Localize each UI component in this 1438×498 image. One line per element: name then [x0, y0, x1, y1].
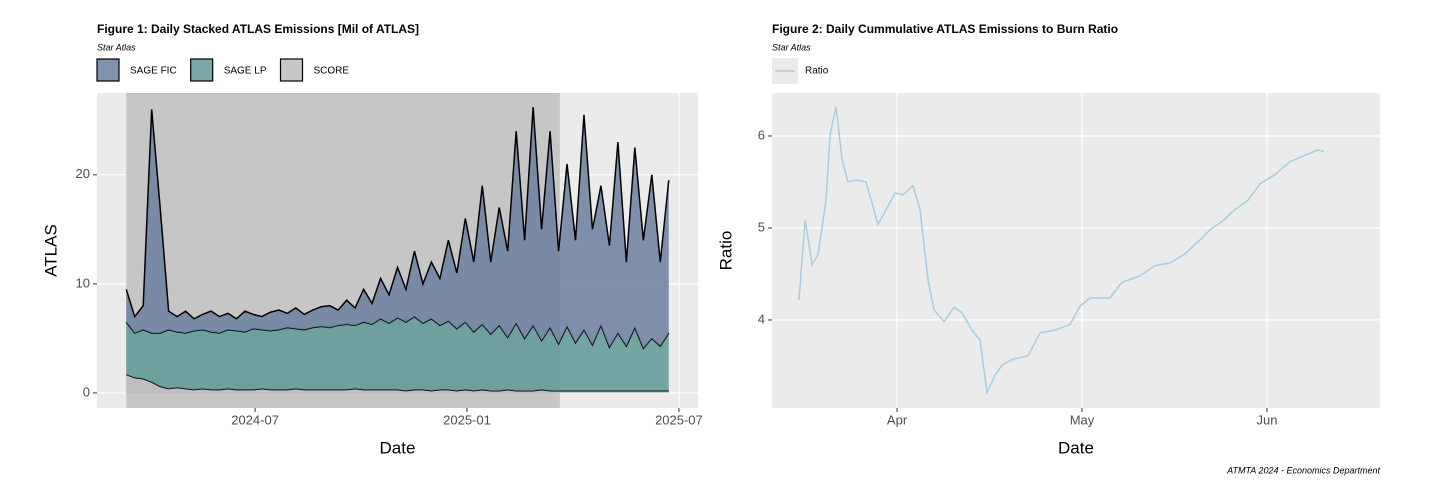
y-tick-label: 5	[758, 219, 765, 234]
plot-background	[772, 93, 1380, 408]
y-tick-label: 0	[83, 384, 90, 399]
y-axis-title: ATLAS	[41, 224, 60, 277]
chart-title: Figure 1: Daily Stacked ATLAS Emissions …	[97, 22, 419, 36]
legend-swatch	[96, 58, 120, 82]
x-tick-label: 2025-07	[655, 412, 703, 427]
chart-subtitle: Star Atlas	[97, 42, 136, 52]
y-tick-label: 10	[76, 275, 90, 290]
area	[126, 107, 669, 349]
chart-2: Figure 2: Daily Cummulative ATLAS Emissi…	[716, 22, 1380, 475]
chart-title: Figure 2: Daily Cummulative ATLAS Emissi…	[772, 22, 1118, 36]
legend-label: SAGE LP	[224, 66, 267, 77]
area-outline	[125, 107, 670, 320]
legend-label: SCORE	[314, 66, 350, 77]
x-tick-label: 2025-01	[443, 412, 491, 427]
chart-1: Figure 1: Daily Stacked ATLAS Emissions …	[41, 22, 702, 457]
chart-subtitle: Star Atlas	[772, 42, 811, 52]
x-tick-label: 2024-07	[231, 412, 279, 427]
x-tick-label: Apr	[887, 412, 908, 427]
x-axis-title: Date	[380, 438, 416, 457]
caption: ATMTA 2024 - Economics Department	[1226, 465, 1380, 475]
area-outline	[125, 373, 669, 392]
area	[126, 316, 669, 391]
x-tick-label: Jun	[1256, 412, 1277, 427]
y-axis-title: Ratio	[716, 231, 735, 271]
legend-swatch	[190, 58, 214, 82]
y-tick-label: 6	[758, 127, 765, 142]
legend-swatch	[279, 58, 304, 82]
x-axis-title: Date	[1058, 438, 1094, 457]
y-tick-label: 20	[76, 166, 90, 181]
line	[798, 106, 1325, 396]
y-tick-label: 4	[758, 311, 765, 326]
x-tick-label: May	[1070, 412, 1095, 427]
legend-label: Ratio	[805, 66, 829, 77]
legend-label: SAGE FIC	[130, 66, 177, 77]
